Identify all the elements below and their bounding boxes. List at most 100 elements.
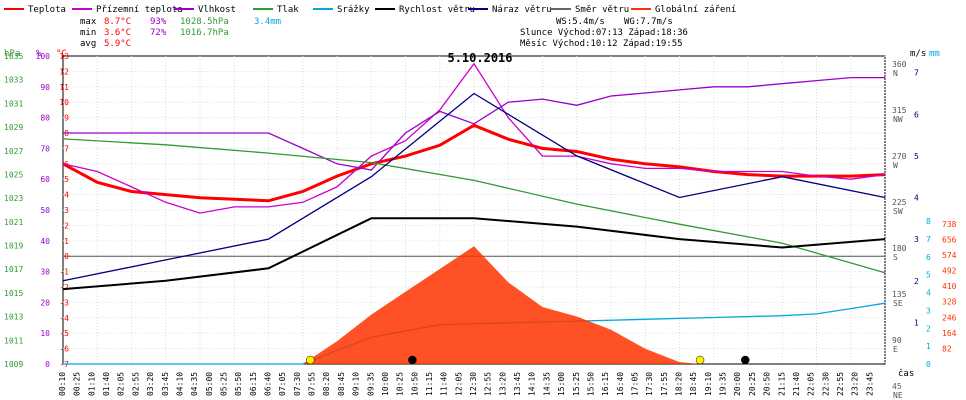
time-tick: 05:50 bbox=[234, 372, 243, 396]
rain-tick: 6 bbox=[926, 253, 931, 262]
time-axis-label: čas bbox=[898, 368, 914, 379]
sunrise-marker bbox=[306, 355, 315, 365]
wind-dir-name: S bbox=[893, 253, 898, 262]
hpa-unit: hPa bbox=[4, 49, 20, 59]
rain-tick: 7 bbox=[926, 235, 931, 244]
time-tick: 05:00 bbox=[205, 372, 214, 396]
time-tick: 07:05 bbox=[278, 372, 287, 396]
stats-min-label: min bbox=[80, 28, 96, 38]
celsius-tick: 11 bbox=[59, 83, 69, 92]
time-tick: 12:55 bbox=[484, 372, 493, 396]
ms-unit: m/s bbox=[910, 49, 926, 59]
celsius-tick: -3 bbox=[59, 298, 69, 307]
time-tick: 22:55 bbox=[836, 372, 845, 396]
stats-max-hum: 93% bbox=[150, 17, 167, 27]
wind-dir-tick: 45 bbox=[892, 382, 902, 391]
stats-max-temp: 8.7°C bbox=[104, 17, 131, 27]
pct-tick: 60 bbox=[40, 175, 50, 184]
stats-min-press: 1016.7hPa bbox=[180, 28, 229, 38]
wind-gust-info: WG:7.7m/s bbox=[624, 17, 673, 27]
time-tick: 10:50 bbox=[410, 372, 419, 396]
legend: Teplota Přízemní teplota Vlhkost Tlak Srážky… bbox=[4, 5, 736, 15]
rain-tick: 2 bbox=[926, 324, 931, 333]
celsius-tick: -4 bbox=[59, 314, 69, 323]
time-tick: 22:05 bbox=[807, 372, 816, 396]
time-tick: 19:10 bbox=[704, 372, 713, 396]
solar-tick: 328 bbox=[942, 298, 957, 307]
wind-dir-tick: 270 bbox=[892, 152, 907, 161]
pct-tick: 100 bbox=[36, 52, 51, 61]
time-tick: 20:00 bbox=[733, 372, 742, 396]
wind-dir-tick: 225 bbox=[892, 198, 907, 207]
time-tick: 01:10 bbox=[87, 372, 96, 396]
pct-tick: 20 bbox=[40, 298, 50, 307]
legend-label-6: Náraz větru bbox=[492, 5, 552, 15]
stats-min-temp: 3.6°C bbox=[104, 28, 131, 38]
solar-tick: 164 bbox=[942, 329, 957, 338]
legend-label-0: Teplota bbox=[28, 5, 66, 15]
ms-tick: 7 bbox=[914, 69, 919, 78]
hpa-tick: 1019 bbox=[4, 242, 23, 251]
time-tick: 08:20 bbox=[322, 372, 331, 396]
solar-tick: 656 bbox=[942, 235, 957, 244]
wind-dir-tick: 135 bbox=[892, 290, 907, 299]
time-tick: 02:55 bbox=[131, 372, 140, 396]
wind-dir-name: NW bbox=[893, 115, 903, 124]
grid-lines bbox=[63, 56, 886, 364]
mm-unit: mm bbox=[929, 49, 940, 59]
pct-tick: 40 bbox=[40, 237, 50, 246]
pct-tick: 50 bbox=[40, 206, 50, 215]
series-Vlhkost bbox=[63, 76, 885, 171]
time-tick: 18:20 bbox=[675, 372, 684, 396]
pct-tick: 90 bbox=[40, 83, 50, 92]
hpa-tick: 1011 bbox=[4, 336, 23, 345]
celsius-tick: 12 bbox=[59, 67, 69, 76]
celsius-tick: -5 bbox=[59, 329, 69, 338]
celsius-tick: -6 bbox=[59, 345, 69, 354]
time-tick: 23:45 bbox=[865, 372, 874, 396]
wind-speed-info: WS:5.4m/s bbox=[556, 17, 605, 27]
time-tick: 06:40 bbox=[264, 372, 273, 396]
stats-avg-temp: 5.9°C bbox=[104, 39, 131, 49]
sunset-marker bbox=[695, 355, 705, 365]
time-tick: 07:30 bbox=[293, 372, 302, 396]
time-tick: 16:40 bbox=[616, 372, 625, 396]
solar-tick: 410 bbox=[942, 282, 957, 291]
pct-tick: 70 bbox=[40, 144, 50, 153]
legend-label-3: Tlak bbox=[277, 5, 299, 15]
time-tick: 20:50 bbox=[763, 372, 772, 396]
hpa-tick: 1009 bbox=[4, 360, 23, 369]
time-tick: 09:35 bbox=[366, 372, 375, 396]
stats-max-press: 1028.5hPa bbox=[180, 17, 229, 27]
stats-block: max 8.7°C 93% 1028.5hPa 3.4mm min 3.6°C 72% 1016… bbox=[80, 17, 281, 49]
solar-tick: 82 bbox=[942, 344, 952, 353]
solar-tick: 492 bbox=[942, 267, 957, 276]
time-tick: 12:30 bbox=[469, 372, 478, 396]
legend-label-8: Globální záření bbox=[655, 5, 736, 15]
sun-info: Slunce Východ:07:13 Západ:18:36 bbox=[520, 28, 688, 38]
celsius-tick: 4 bbox=[64, 191, 69, 200]
legend-label-5: Rychlost větru bbox=[399, 5, 475, 15]
time-tick: 11:15 bbox=[425, 372, 434, 396]
time-tick: 15:00 bbox=[557, 372, 566, 396]
time-tick: 20:25 bbox=[748, 372, 757, 396]
wind-dir-name: E bbox=[893, 345, 898, 354]
series-Přízemní teplota bbox=[62, 62, 886, 214]
celsius-tick: 7 bbox=[64, 144, 69, 153]
series-globalni-zareni bbox=[302, 246, 701, 364]
time-tick: 21:40 bbox=[792, 372, 801, 396]
celsius-tick: 3 bbox=[64, 206, 69, 215]
time-tick: 10:00 bbox=[381, 372, 390, 396]
time-tick: 14:10 bbox=[528, 372, 537, 396]
ms-tick: 2 bbox=[914, 277, 919, 286]
time-tick: 03:20 bbox=[146, 372, 155, 396]
time-tick: 15:25 bbox=[572, 372, 581, 396]
time-tick: 01:40 bbox=[102, 372, 111, 396]
wind-dir-name: W bbox=[893, 161, 898, 170]
celsius-unit: °C bbox=[56, 49, 67, 59]
legend-label-4: Srážky bbox=[337, 5, 370, 15]
rain-tick: 8 bbox=[926, 217, 931, 226]
rain-tick: 5 bbox=[926, 271, 931, 280]
series-Teplota bbox=[62, 123, 886, 203]
hpa-tick: 1029 bbox=[4, 123, 23, 132]
